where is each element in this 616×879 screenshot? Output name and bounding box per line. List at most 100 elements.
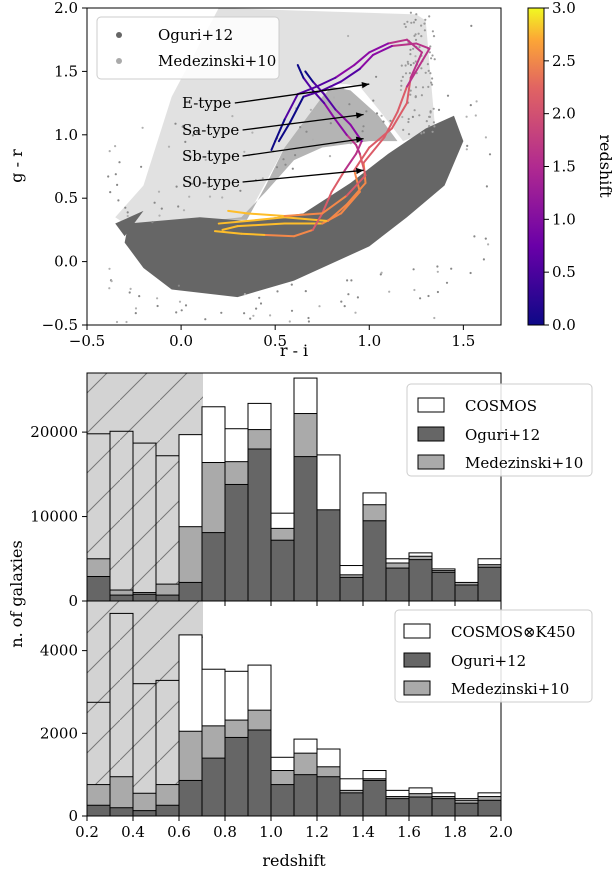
track-segment — [409, 51, 423, 79]
scatter-point — [134, 312, 137, 315]
top-ylabel: g - r — [7, 149, 26, 183]
histogram-bar — [408, 559, 433, 602]
scatter-point — [251, 131, 254, 134]
histogram-bar — [339, 792, 364, 817]
scatter-point — [252, 314, 255, 317]
track-segment — [387, 38, 408, 45]
scatter-point — [156, 304, 159, 308]
track-segment — [330, 169, 346, 193]
scatter-point — [167, 145, 171, 148]
scatter-point — [414, 18, 417, 21]
track-segment — [304, 70, 314, 83]
scatter-point — [425, 120, 428, 123]
scatter-point — [221, 196, 224, 199]
scatter-point — [174, 122, 177, 125]
scatter-point — [466, 144, 469, 147]
track-segment — [343, 152, 358, 172]
scatter-point — [126, 214, 129, 218]
track-segment — [236, 222, 286, 228]
scatter-point — [389, 119, 392, 122]
scatter-point — [403, 22, 406, 26]
scatter-point — [428, 125, 431, 128]
scatter-point — [402, 128, 405, 131]
x-tick-label: 1.4 — [351, 823, 375, 841]
scatter-point — [432, 107, 435, 110]
scatter-point — [414, 96, 417, 99]
scatter-point — [207, 185, 210, 188]
scatter-point — [482, 258, 485, 261]
scatter-point — [420, 94, 423, 97]
scatter-point — [427, 294, 430, 298]
scatter-point — [433, 125, 436, 128]
scatter-point — [259, 302, 263, 305]
scatter-point — [475, 100, 478, 103]
histogram-bar — [454, 584, 479, 602]
scatter-point — [158, 214, 161, 217]
track-segment — [340, 190, 361, 215]
scatter-point — [437, 108, 441, 111]
histogram-bar — [132, 810, 157, 817]
scatter-point — [220, 311, 223, 314]
scatter-point — [414, 55, 417, 58]
scatter-point — [412, 268, 415, 271]
track-segment — [383, 110, 399, 139]
scatter-point — [188, 195, 191, 198]
track-segment — [353, 51, 371, 67]
scatter-point — [415, 13, 418, 16]
scatter-point — [141, 126, 144, 129]
track-segment — [213, 230, 243, 235]
scatter-point — [118, 161, 121, 164]
scatter-point — [410, 21, 413, 24]
track-segment — [311, 80, 326, 96]
histogram-bar — [86, 804, 111, 817]
scatter-point — [473, 235, 476, 238]
y-tick-label: 1.5 — [54, 62, 78, 80]
scatter-point — [184, 304, 188, 307]
scatter-point — [178, 300, 182, 303]
annotation-arrowhead — [355, 112, 364, 119]
scatter-point — [413, 109, 416, 112]
scatter-point — [231, 115, 234, 118]
scatter-point — [134, 307, 138, 310]
scatter-point — [347, 34, 350, 38]
scatter-point — [433, 316, 436, 320]
track-segment — [270, 140, 277, 152]
scatter-point — [343, 305, 346, 308]
track-segment — [353, 169, 361, 193]
scatter-point — [290, 309, 294, 312]
histogram-bar — [293, 774, 318, 817]
legend-marker-oguri — [116, 32, 122, 38]
scatter-point — [414, 86, 418, 89]
y-tick-label: −0.5 — [42, 316, 78, 334]
scatter-point — [407, 62, 410, 65]
histogram-bar — [247, 729, 272, 817]
scatter-point — [157, 190, 161, 193]
track-segment — [405, 47, 431, 88]
scatter-point — [190, 182, 194, 185]
scatter-point — [380, 271, 383, 274]
colorbar-tick-label: 2.0 — [552, 105, 576, 123]
scatter-point — [182, 209, 186, 212]
scatter-point — [196, 130, 199, 133]
scatter-point — [423, 22, 426, 25]
x-tick-label: 1.0 — [357, 332, 381, 350]
scatter-point — [430, 57, 433, 60]
histogram-bar — [270, 784, 295, 817]
histogram-bar — [224, 736, 249, 817]
scatter-point — [404, 64, 407, 67]
scatter-point — [116, 183, 119, 186]
histogram-bar — [316, 509, 341, 602]
track-segment — [345, 174, 367, 197]
histogram-bar — [109, 807, 134, 817]
annotation-arrowhead — [361, 82, 370, 89]
top-xlabel: r - i — [280, 341, 308, 360]
y-tick-label: 0 — [68, 592, 78, 610]
scatter-point — [407, 133, 411, 136]
bottom-legend: COSMOS⊗K450 Oguri+12 Medezinski+10 — [394, 609, 593, 703]
scatter-point — [431, 54, 434, 57]
scatter-point — [124, 206, 127, 209]
scatter-point — [485, 185, 488, 188]
legend-swatch-oguri — [417, 426, 445, 442]
